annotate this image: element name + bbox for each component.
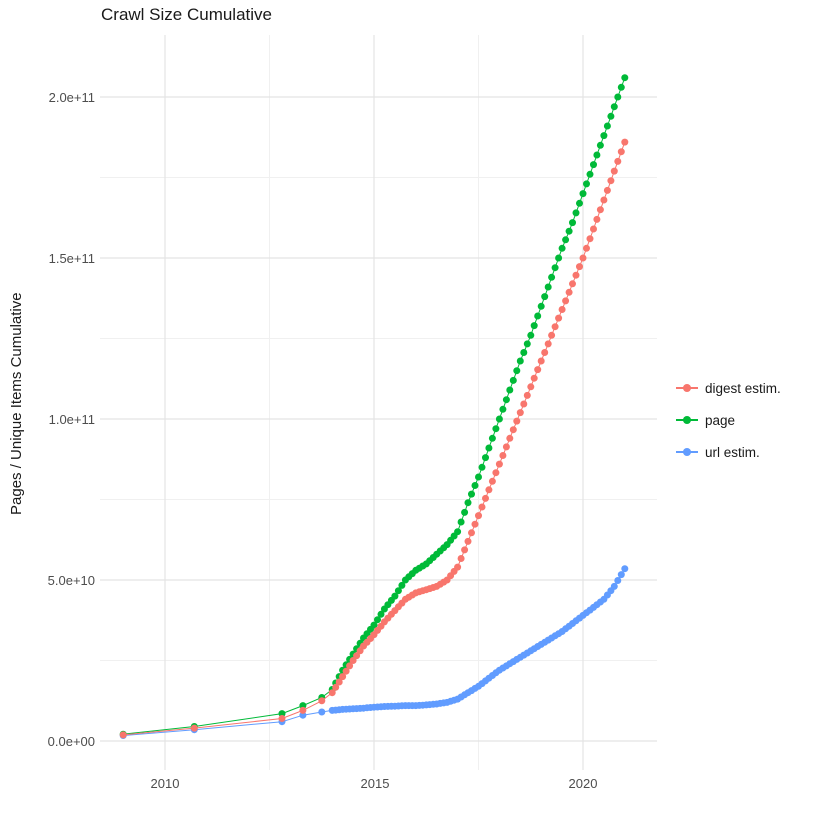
y-tick-label: 0.0e+00 xyxy=(47,734,95,749)
y-tick-label: 5.0e+10 xyxy=(47,573,95,588)
legend-key-dot-icon xyxy=(676,380,698,396)
legend-item-digest-estim: digest estim. xyxy=(676,372,781,404)
legend-item-page: page xyxy=(676,404,781,436)
x-tick-label: 2015 xyxy=(360,776,390,791)
y-tick-label: 2.0e+11 xyxy=(48,90,95,105)
y-tick-label: 1.0e+11 xyxy=(48,412,95,427)
legend-key-dot-icon xyxy=(676,412,698,428)
legend-label: url estim. xyxy=(705,444,760,460)
legend-item-url-estim: url estim. xyxy=(676,436,781,468)
chart-title: Crawl Size Cumulative xyxy=(101,5,272,24)
legend-label: page xyxy=(705,412,736,428)
legend-label: digest estim. xyxy=(705,380,781,396)
x-tick-label: 2020 xyxy=(568,776,598,791)
y-tick-label: 1.5e+11 xyxy=(48,251,95,266)
x-tick-label: 2010 xyxy=(150,776,180,791)
legend-key-dot-icon xyxy=(676,444,698,460)
legend: digest estim. page url estim. xyxy=(676,372,781,468)
